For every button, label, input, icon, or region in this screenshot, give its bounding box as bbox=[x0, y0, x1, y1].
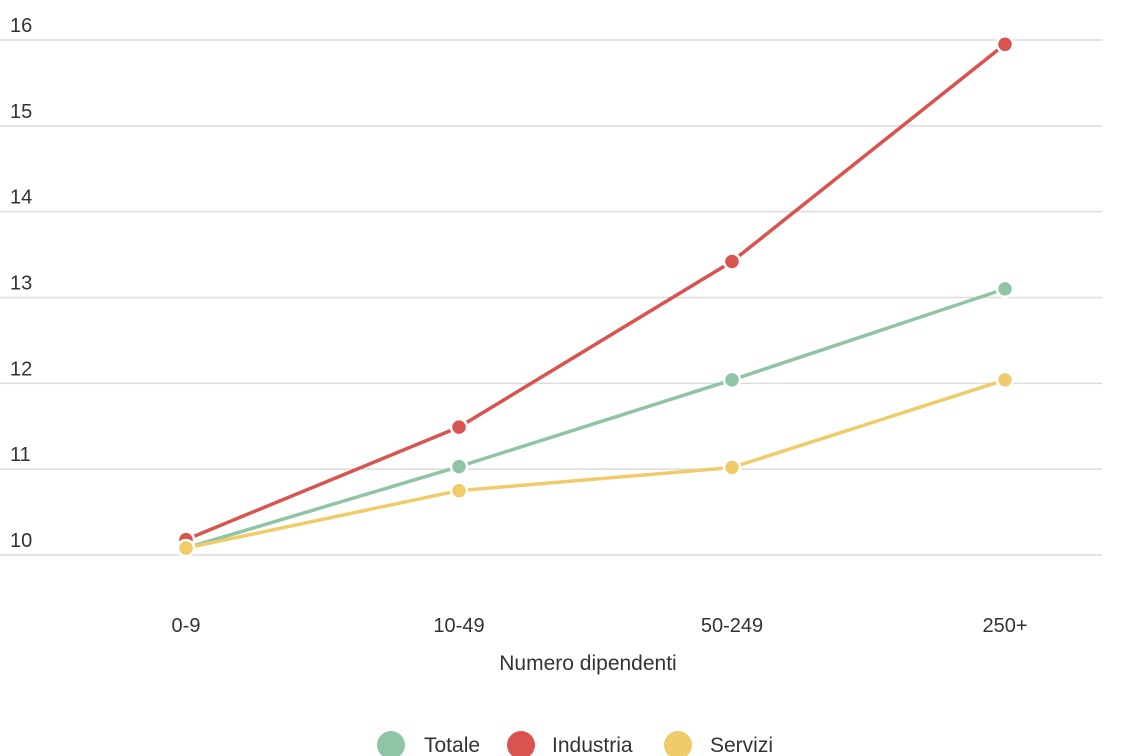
x-tick-label-0-9: 0-9 bbox=[172, 615, 201, 637]
legend-label-totale: Totale bbox=[424, 734, 480, 756]
data-point-industria-250+[interactable] bbox=[995, 35, 1015, 54]
data-point-servizi-250+[interactable] bbox=[995, 370, 1015, 390]
data-point-servizi-50-249[interactable] bbox=[722, 458, 742, 477]
legend: Totale Industria Servizi bbox=[377, 731, 773, 756]
data-point-totale-50-249[interactable] bbox=[722, 370, 742, 390]
legend-swatch-servizi bbox=[664, 731, 692, 756]
data-point-servizi-10-49[interactable] bbox=[449, 481, 469, 500]
series-line-industria bbox=[184, 42, 1007, 542]
x-tick-label-10-49: 10-49 bbox=[433, 615, 484, 637]
legend-swatch-totale bbox=[377, 731, 405, 756]
data-point-industria-10-49[interactable] bbox=[449, 417, 469, 437]
series-line-servizi bbox=[184, 378, 1007, 550]
y-tick-label-11: 11 bbox=[10, 444, 31, 466]
legend-item-servizi[interactable]: Servizi bbox=[664, 731, 773, 756]
legend-item-industria[interactable]: Industria bbox=[507, 731, 633, 756]
data-points bbox=[176, 35, 1015, 558]
x-tick-label-50-249: 50-249 bbox=[701, 615, 763, 637]
data-point-totale-250+[interactable] bbox=[995, 279, 1015, 299]
data-point-totale-10-49[interactable] bbox=[449, 457, 469, 476]
y-tick-label-15: 15 bbox=[10, 101, 32, 123]
x-tick-label-250+: 250+ bbox=[982, 615, 1027, 637]
series-line-totale bbox=[184, 287, 1007, 550]
series-lines bbox=[184, 42, 1007, 550]
legend-swatch-industria bbox=[507, 731, 535, 756]
y-tick-label-16: 16 bbox=[10, 15, 32, 37]
data-point-servizi-0-9[interactable] bbox=[176, 538, 196, 558]
gridlines bbox=[0, 39, 1102, 556]
y-tick-label-13: 13 bbox=[10, 273, 32, 295]
x-axis-tick-labels: 0-9 10-49 50-249 250+ bbox=[172, 615, 1028, 637]
data-point-industria-50-249[interactable] bbox=[722, 252, 742, 271]
x-axis-title: Numero dipendenti bbox=[499, 652, 676, 675]
legend-label-industria: Industria bbox=[552, 734, 633, 756]
y-tick-label-12: 12 bbox=[10, 358, 32, 380]
y-tick-label-10: 10 bbox=[10, 530, 32, 552]
y-tick-label-14: 14 bbox=[10, 187, 32, 209]
legend-item-totale[interactable]: Totale bbox=[377, 731, 480, 756]
legend-label-servizi: Servizi bbox=[710, 734, 773, 756]
y-axis-tick-labels: 10 11 12 13 14 15 16 bbox=[10, 15, 32, 552]
